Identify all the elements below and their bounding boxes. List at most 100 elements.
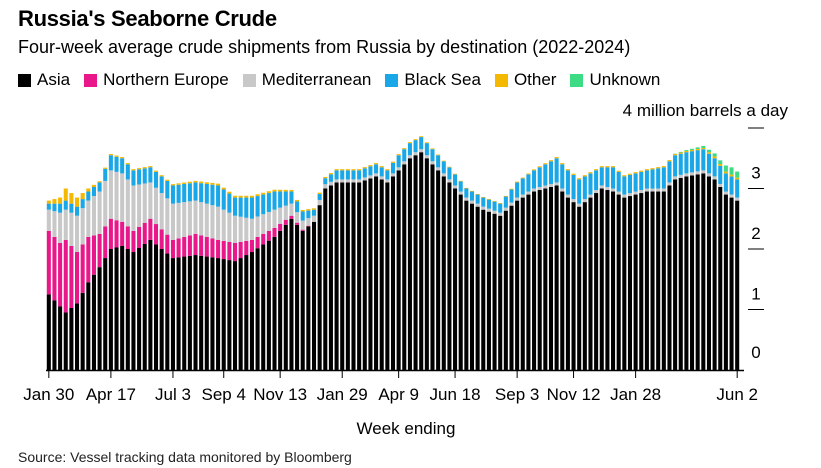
bar-mediterranean-week-52: [340, 179, 345, 183]
bar-black-sea-week-115: [695, 150, 700, 172]
x-tick-label-jan-30: Jan 30: [23, 385, 74, 404]
bar-black-sea-week-85: [526, 174, 531, 192]
bar-black-sea-week-69: [436, 155, 441, 168]
bar-mediterranean-week-26: [193, 200, 198, 234]
bar-other-week-43: [289, 189, 294, 192]
bar-black-sea-week-9: [97, 182, 102, 192]
bar-other-week-24: [182, 182, 187, 184]
bar-black-sea-week-70: [441, 161, 446, 174]
bar-black-sea-week-59: [379, 167, 384, 177]
bar-other-week-121: [729, 174, 734, 177]
bar-other-week-29: [210, 182, 215, 185]
source-note: Source: Vessel tracking data monitored b…: [18, 449, 352, 465]
legend-label-unknown: Unknown: [589, 70, 661, 89]
bar-mediterranean-week-21: [165, 198, 170, 235]
bar-black-sea-week-23: [176, 184, 181, 203]
y-tick-label-2: 2: [751, 224, 760, 243]
bar-asia-week-47: [311, 221, 317, 370]
legend-swatch-northern-europe: [84, 73, 98, 87]
bar-asia-week-66: [419, 152, 424, 370]
bar-mediterranean-week-76: [475, 203, 480, 207]
bar-asia-week-98: [599, 188, 604, 370]
bar-black-sea-week-16: [137, 169, 142, 185]
bar-unknown-week-113: [684, 150, 689, 151]
bar-mediterranean-week-101: [616, 191, 621, 195]
bar-mediterranean-week-97: [594, 190, 599, 194]
bar-black-sea-week-114: [690, 151, 695, 173]
bar-mediterranean-week-118: [712, 176, 717, 180]
bar-mediterranean-week-100: [611, 188, 616, 192]
bar-black-sea-week-96: [588, 173, 593, 195]
bar-black-sea-week-13: [120, 158, 125, 174]
bar-northern-europe-week-1: [52, 236, 57, 301]
bar-asia-week-44: [295, 224, 300, 370]
bar-northern-europe-week-20: [159, 229, 164, 249]
bar-other-week-62: [396, 154, 401, 156]
bar-mediterranean-week-44: [295, 212, 300, 223]
legend-swatch-unknown: [570, 73, 584, 87]
bar-black-sea-week-0: [46, 203, 51, 210]
bar-black-sea-week-101: [616, 171, 621, 192]
bar-asia-week-57: [368, 178, 373, 370]
bar-mediterranean-week-64: [407, 155, 412, 159]
bar-mediterranean-week-114: [690, 172, 695, 176]
x-tick-label-sep-4: Sep 4: [202, 385, 246, 404]
bar-black-sea-week-4: [69, 203, 74, 213]
bar-other-week-87: [537, 166, 542, 168]
legend-label-asia: Asia: [37, 70, 71, 89]
bar-mediterranean-week-45: [300, 220, 305, 230]
bar-other-week-27: [199, 181, 204, 184]
axes-group: 0 1 2 3 4 million barrels a day Jan 30 Apr 17 J…: [23, 101, 788, 438]
bar-northern-europe-week-6: [80, 244, 85, 293]
bar-mediterranean-week-55: [357, 179, 362, 183]
bar-mediterranean-week-42: [283, 205, 288, 220]
bar-asia-week-14: [125, 249, 130, 370]
bar-asia-week-86: [532, 191, 537, 370]
bar-other-week-19: [153, 170, 159, 172]
bar-black-sea-week-122: [735, 179, 740, 198]
bar-other-week-32: [227, 191, 232, 194]
bar-asia-week-111: [673, 179, 678, 370]
bar-asia-week-94: [577, 206, 582, 370]
bar-mediterranean-week-34: [238, 216, 243, 242]
bar-mediterranean-week-116: [701, 170, 706, 174]
bar-black-sea-week-2: [58, 203, 63, 213]
bar-asia-week-40: [272, 236, 277, 370]
bar-asia-week-122: [735, 200, 740, 370]
x-axis-label: Week ending: [357, 419, 456, 438]
bar-black-sea-week-58: [374, 164, 379, 174]
bar-black-sea-week-34: [238, 197, 243, 217]
bar-asia-week-83: [515, 200, 520, 370]
bar-mediterranean-week-74: [464, 197, 469, 201]
bar-mediterranean-week-83: [515, 197, 520, 201]
bar-asia-week-110: [667, 185, 672, 370]
bar-black-sea-week-63: [402, 149, 407, 162]
bar-black-sea-week-60: [385, 170, 390, 180]
bar-other-week-31: [221, 187, 226, 190]
bar-asia-week-29: [210, 257, 215, 370]
legend-label-other: Other: [513, 70, 557, 89]
bar-other-week-14: [125, 163, 130, 165]
bar-black-sea-week-100: [611, 167, 616, 189]
bar-mediterranean-week-51: [334, 179, 339, 183]
bar-northern-europe-week-33: [232, 242, 238, 262]
bar-asia-week-23: [176, 257, 181, 370]
bar-mediterranean-week-48: [317, 200, 322, 206]
bar-mediterranean-week-25: [187, 201, 192, 236]
bar-black-sea-week-39: [266, 193, 271, 212]
bar-asia-week-108: [656, 191, 661, 370]
bar-black-sea-week-47: [311, 209, 317, 216]
bar-other-week-71: [447, 166, 452, 168]
x-tick-label-jun-18: Jun 18: [430, 385, 481, 404]
bar-other-week-53: [345, 169, 350, 171]
bar-unknown-week-115: [695, 147, 700, 149]
bar-asia-week-55: [357, 182, 362, 370]
bar-asia-week-62: [396, 170, 401, 370]
bar-other-week-15: [131, 169, 136, 171]
bar-northern-europe-week-0: [46, 230, 51, 295]
bar-black-sea-week-91: [560, 164, 565, 189]
bar-mediterranean-week-92: [565, 194, 570, 198]
bar-black-sea-week-107: [650, 169, 655, 189]
bar-mediterranean-week-122: [735, 197, 740, 201]
